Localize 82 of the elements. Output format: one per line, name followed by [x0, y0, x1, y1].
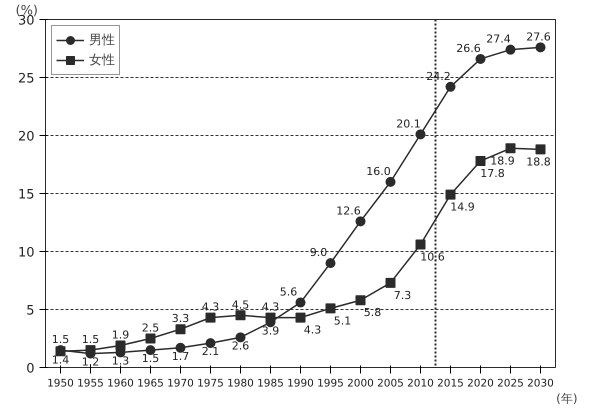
data-label: 26.6 — [456, 42, 481, 55]
data-label: 1.7 — [172, 350, 190, 363]
data-label: 3.9 — [262, 324, 280, 338]
data-label: 12.6 — [336, 204, 361, 218]
x-tick-label: 2005 — [377, 378, 404, 390]
data-label: 16.0 — [366, 164, 391, 178]
point — [536, 42, 546, 52]
point — [446, 82, 456, 92]
x-tick-label: 1985 — [257, 378, 284, 390]
data-label: 7.3 — [394, 288, 412, 302]
data-label: 1.5 — [142, 352, 160, 366]
data-label: 3.3 — [172, 312, 190, 326]
x-tick-label: 1960 — [107, 378, 134, 390]
data-label: 4.3 — [304, 324, 322, 337]
data-label: 18.9 — [490, 154, 515, 168]
data-label: 1.5 — [52, 333, 70, 346]
point — [236, 310, 246, 320]
x-tick-label: 1955 — [77, 378, 104, 390]
point — [416, 129, 426, 140]
point — [476, 156, 486, 166]
x-tick-label: 1975 — [197, 378, 224, 390]
point — [476, 54, 486, 64]
x-tick-label: 1950 — [47, 378, 74, 390]
legend-label: 男性 — [89, 32, 115, 49]
data-label: 1.4 — [52, 353, 70, 366]
data-label: 5.8 — [364, 306, 382, 320]
data-label: 17.8 — [480, 167, 505, 180]
point — [86, 345, 96, 356]
x-tick-label: 1990 — [287, 378, 314, 390]
point — [266, 312, 276, 323]
data-label: 2.5 — [142, 322, 160, 334]
data-label: 5.1 — [334, 314, 352, 328]
x-tick-label: 2010 — [407, 378, 434, 390]
y-tick-label: 25 — [18, 72, 35, 86]
y-tick-label: 5 — [26, 304, 35, 318]
data-label: 4.5 — [232, 298, 250, 312]
x-axis-title: (年) — [556, 392, 578, 406]
data-label: 14.9 — [450, 200, 475, 214]
point — [296, 312, 306, 323]
data-label: 5.6 — [280, 286, 298, 299]
data-label: 1.2 — [82, 356, 100, 369]
point — [116, 340, 126, 350]
point — [206, 312, 216, 323]
point — [506, 143, 516, 154]
point — [536, 144, 546, 154]
x-tick-label: 1980 — [227, 378, 254, 390]
point — [506, 44, 516, 55]
point — [386, 278, 396, 288]
point — [296, 298, 306, 308]
data-label: 1.5 — [82, 333, 100, 346]
y-tick-label: 15 — [18, 188, 35, 202]
x-tick-label: 2020 — [467, 378, 494, 390]
data-label: 1.3 — [112, 354, 130, 368]
x-tick-label: 2015 — [437, 378, 464, 390]
x-tick-label: 2030 — [527, 378, 554, 390]
y-tick-label: 20 — [18, 130, 35, 144]
point — [446, 190, 456, 200]
x-tick-label: 1995 — [317, 378, 344, 390]
point — [326, 258, 336, 268]
x-tick-label: 1970 — [167, 378, 194, 390]
x-tick-label: 1965 — [137, 378, 164, 390]
point — [326, 303, 336, 314]
y-tick-label: 10 — [18, 246, 35, 260]
y-tick-label: 0 — [26, 362, 35, 376]
data-label: 10.6 — [420, 250, 445, 264]
point — [356, 216, 366, 226]
data-label: 27.4 — [486, 32, 511, 46]
point — [176, 342, 186, 353]
point — [386, 176, 396, 187]
data-label: 27.6 — [526, 30, 551, 44]
x-tick-label: 2000 — [347, 378, 374, 390]
point — [146, 334, 156, 344]
point — [356, 295, 366, 306]
data-label: 1.9 — [112, 328, 130, 342]
data-label: 20.1 — [396, 117, 421, 130]
x-tick-label: 2025 — [497, 378, 524, 390]
data-label: 2.6 — [232, 339, 250, 352]
point — [176, 324, 186, 334]
data-label: 2.1 — [202, 345, 220, 358]
legend-label: 女性 — [89, 52, 115, 69]
point — [416, 240, 426, 250]
data-label: 18.8 — [526, 155, 551, 168]
